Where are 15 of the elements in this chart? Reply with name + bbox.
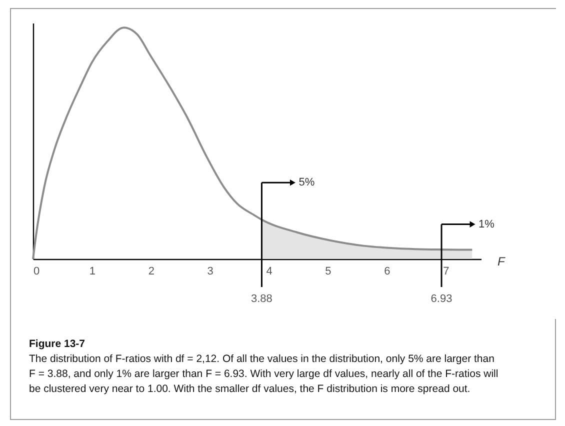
x-tick-label: 3 [207,266,214,278]
annotation: 1% [478,218,495,230]
ref-line-label: 3.88 [251,293,272,305]
x-tick-label: 4 [266,266,272,278]
x-tick-label: 5 [325,266,332,278]
ref-line-label: 6.93 [430,293,452,305]
x-tick-label: 6 [384,266,390,278]
x-tick-label: 2 [148,266,154,278]
x-tick-label: 0 [34,266,40,278]
x-tick-label: 1 [89,266,96,278]
x-tick-label: 7 [443,266,450,278]
text: The distribution of F-ratios with df = 2,12. Of all the values in the distribution, only 5% are larger than F = 3.88, and only 1% are larger than F = 6.93. With very large df values, nearly all of the F-ratios will be clustered very near to 1.00. With the smaller df values, the F distribution is more spread out. [29,352,499,397]
annotation: 5% [298,176,315,189]
x-axis-title: F [498,254,506,268]
text: Figure 13-7 [29,337,86,352]
